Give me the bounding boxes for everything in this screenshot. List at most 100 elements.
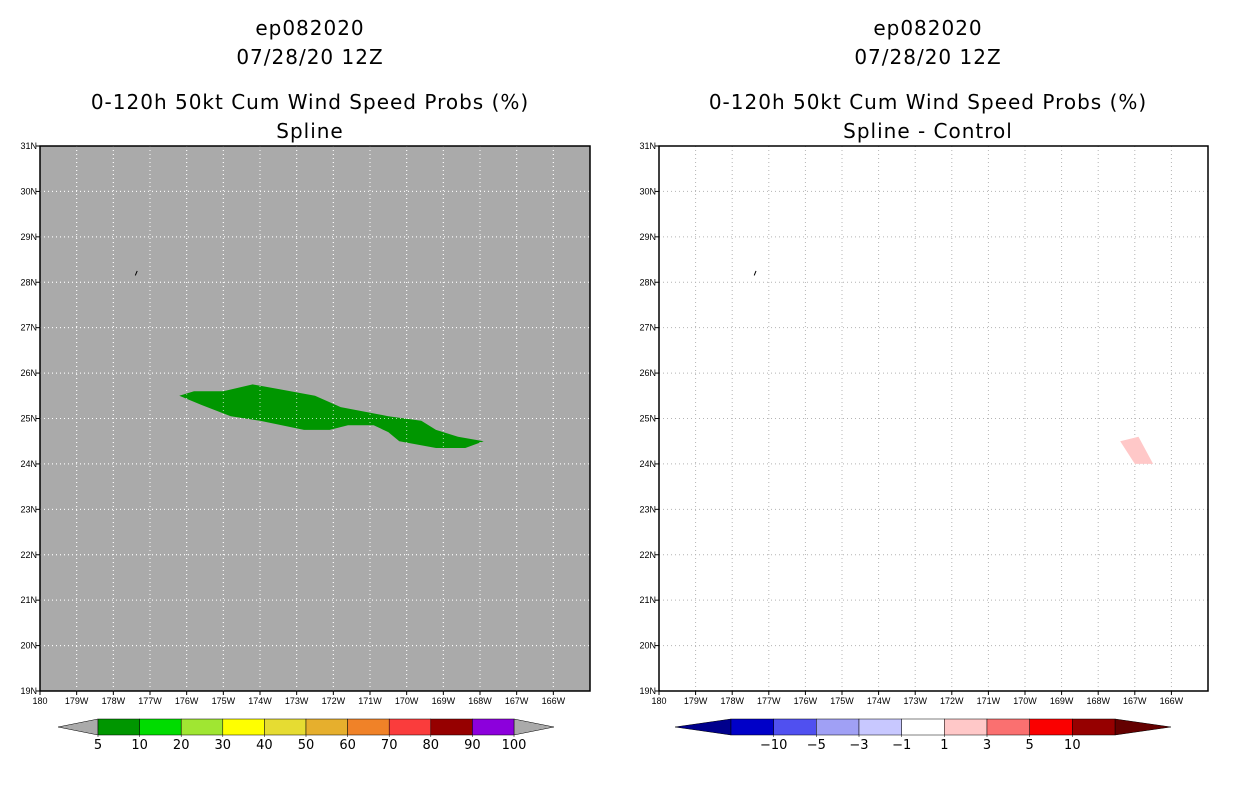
left-y-tick-label: 25N: [20, 414, 37, 424]
right-x-tick-label: 176W: [794, 696, 818, 706]
right-colorbar-swatch: [1029, 718, 1073, 736]
left-y-tick-label: 28N: [20, 277, 37, 287]
right-y-tick-label: 22N: [639, 550, 656, 560]
right-colorbar-label: 1: [940, 738, 948, 753]
right-probability-region-0: [1120, 436, 1154, 464]
right-colorbar-swatch: [816, 718, 860, 736]
right-colorbar-swatch: [944, 718, 988, 736]
left-colorbar-swatch: [472, 718, 515, 736]
right-colorbar-label: −5: [807, 738, 826, 753]
left-colorbar-swatch: [347, 718, 390, 736]
left-colorbar-swatch: [388, 718, 432, 736]
left-x-tick-label: 170W: [395, 696, 419, 706]
left-y-tick-label: 22N: [20, 550, 37, 560]
right-x-tick-label: 173W: [903, 696, 927, 706]
left-x-tick-label: 168W: [468, 696, 492, 706]
left-y-tick-label: 24N: [20, 459, 37, 469]
right-colorbar-label: 10: [1064, 738, 1081, 753]
right-y-tick-label: 19N: [639, 686, 656, 696]
right-x-tick-label: 179W: [684, 696, 708, 706]
left-y-tick-label: 19N: [20, 686, 37, 696]
right-y-tick-label: 30N: [639, 186, 656, 196]
left-colorbar-label: 90: [464, 738, 481, 753]
right-x-tick-label: 171W: [977, 696, 1001, 706]
left-x-tick-label: 174W: [248, 696, 272, 706]
left-y-tick-label: 31N: [20, 141, 37, 151]
left-chart-subtitle: Spline: [276, 119, 344, 143]
left-colorbar-label: 60: [339, 738, 356, 753]
left-colorbar-label: 10: [131, 738, 148, 753]
right-y-tick-label: 21N: [639, 595, 656, 605]
left-colorbar-label: 20: [173, 738, 190, 753]
right-y-tick-label: 25N: [639, 414, 656, 424]
left-x-tick-label: 169W: [432, 696, 456, 706]
left-colorbar-swatch: [430, 718, 473, 736]
right-colorbar-label: −10: [760, 738, 787, 753]
right-y-tick-label: 26N: [639, 368, 656, 378]
left-x-tick-label: 173W: [285, 696, 309, 706]
right-x-tick-label: 178W: [720, 696, 744, 706]
right-colorbar-end-triangle: [1114, 718, 1172, 736]
left-colorbar-label: 40: [256, 738, 273, 753]
right-colorbar-swatch: [1072, 718, 1116, 736]
right-x-tick-label: 168W: [1086, 696, 1110, 706]
left-colorbar-end-triangle: [513, 718, 555, 736]
right-y-tick-label: 29N: [639, 232, 656, 242]
left-x-tick-label: 179W: [65, 696, 89, 706]
right-colorbar-label: −1: [892, 738, 911, 753]
right-x-tick-label: 175W: [830, 696, 854, 706]
left-x-tick-label: 171W: [358, 696, 382, 706]
right-contour-fragment: [753, 270, 757, 276]
right-colorbar-swatch: [986, 718, 1030, 736]
left-colorbar-label: 50: [298, 738, 315, 753]
right-colorbar-swatch: [773, 718, 817, 736]
left-x-tick-label: 172W: [322, 696, 346, 706]
left-colorbar-swatch: [305, 718, 348, 736]
right-colorbar-start-triangle: [674, 718, 732, 736]
left-y-tick-label: 21N: [20, 595, 37, 605]
right-colorbar-label: −3: [849, 738, 868, 753]
right-x-tick-label: 169W: [1050, 696, 1074, 706]
left-contour-fragment: [134, 270, 138, 276]
left-storm-id: ep082020: [255, 16, 365, 40]
left-colorbar-label: 80: [423, 738, 440, 753]
left-colorbar-swatch: [139, 718, 182, 736]
right-gridlines: [659, 146, 1208, 691]
right-x-tick-label: 167W: [1123, 696, 1147, 706]
right-colorbar-swatch: [730, 718, 774, 736]
left-y-tick-label: 27N: [20, 323, 37, 333]
right-x-tick-label: 174W: [867, 696, 891, 706]
right-chart-subtitle: Spline - Control: [843, 119, 1013, 143]
right-x-tick-label: 177W: [757, 696, 781, 706]
right-y-tick-label: 28N: [639, 277, 656, 287]
left-datetime: 07/28/20 12Z: [236, 45, 384, 69]
left-x-tick-label: 180: [32, 696, 47, 706]
left-colorbar-label: 100: [502, 738, 527, 753]
right-x-tick-label: 170W: [1013, 696, 1037, 706]
right-storm-id: ep082020: [873, 16, 983, 40]
left-x-tick-label: 176W: [175, 696, 199, 706]
left-chart-title: 0-120h 50kt Cum Wind Speed Probs (%): [90, 90, 530, 114]
left-x-tick-label: 178W: [102, 696, 126, 706]
left-colorbar-label: 5: [94, 738, 102, 753]
right-y-tick-label: 31N: [639, 141, 656, 151]
right-y-tick-label: 20N: [639, 641, 656, 651]
right-y-tick-label: 27N: [639, 323, 656, 333]
left-x-tick-label: 177W: [138, 696, 162, 706]
left-colorbar-label: 30: [215, 738, 232, 753]
right-x-tick-label: 172W: [940, 696, 964, 706]
left-colorbar-start-triangle: [57, 718, 99, 736]
left-x-tick-label: 166W: [542, 696, 566, 706]
right-colorbar-label: 5: [1026, 738, 1034, 753]
right-x-tick-label: 180: [651, 696, 666, 706]
right-y-tick-label: 24N: [639, 459, 656, 469]
right-y-tick-label: 23N: [639, 504, 656, 514]
right-plot-background: [659, 146, 1208, 691]
left-colorbar-swatch: [97, 718, 140, 736]
left-colorbar-swatch: [180, 718, 224, 736]
left-y-tick-label: 29N: [20, 232, 37, 242]
left-x-tick-label: 167W: [505, 696, 529, 706]
right-colorbar-swatch: [858, 718, 902, 736]
left-y-tick-label: 23N: [20, 504, 37, 514]
